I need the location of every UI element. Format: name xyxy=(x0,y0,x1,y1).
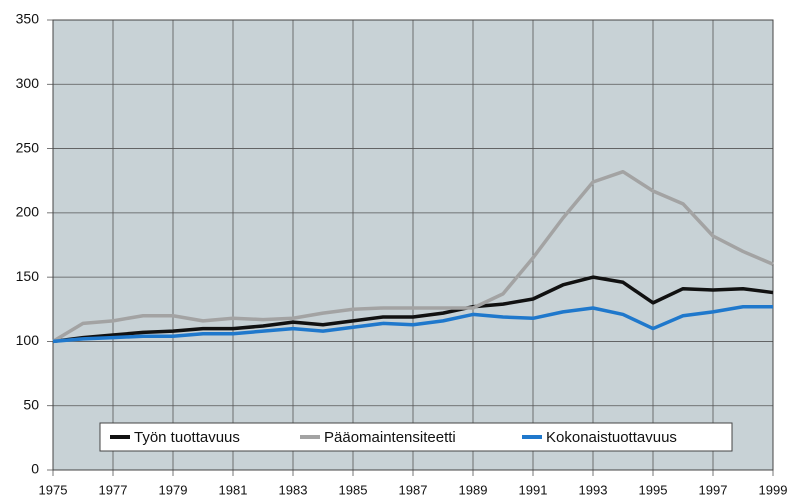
x-tick-label: 1979 xyxy=(159,482,188,497)
legend-label: Työn tuottavuus xyxy=(134,429,240,446)
x-tick-label: 1989 xyxy=(459,482,488,497)
data-line xyxy=(52,169,774,343)
x-tick-label: 1987 xyxy=(399,482,428,497)
y-tick-label: 200 xyxy=(16,204,40,220)
data-line xyxy=(52,304,773,344)
x-tick-label: 1983 xyxy=(279,482,308,497)
x-tick-label: 1999 xyxy=(759,482,788,497)
legend-label: Kokonaistuottavuus xyxy=(546,429,677,446)
legend: Työn tuottavuus Pääomaintensiteetti Kokona… xyxy=(99,422,733,452)
data-line xyxy=(52,275,774,344)
y-tick-label: 350 xyxy=(16,11,40,27)
x-tick-label: 1977 xyxy=(99,482,128,497)
y-tick-label: 50 xyxy=(23,396,39,412)
y-tick-label: 150 xyxy=(16,268,40,284)
x-tick-label: 1995 xyxy=(639,482,668,497)
y-tick-label: 300 xyxy=(16,75,40,91)
x-tick-label: 1981 xyxy=(219,482,248,497)
plot-border xyxy=(52,19,774,471)
x-tick-label: 1997 xyxy=(699,482,728,497)
x-tick-label: 1991 xyxy=(519,482,548,497)
x-tick-label: 1975 xyxy=(39,482,68,497)
x-tick-label: 1985 xyxy=(339,482,368,497)
y-tick-label: 250 xyxy=(16,139,40,155)
x-tick-label: 1993 xyxy=(579,482,608,497)
legend-label: Pääomaintensiteetti xyxy=(324,429,456,446)
legend-box xyxy=(99,422,733,452)
y-tick-label: 100 xyxy=(16,332,40,348)
y-tick-label: 0 xyxy=(31,461,39,477)
